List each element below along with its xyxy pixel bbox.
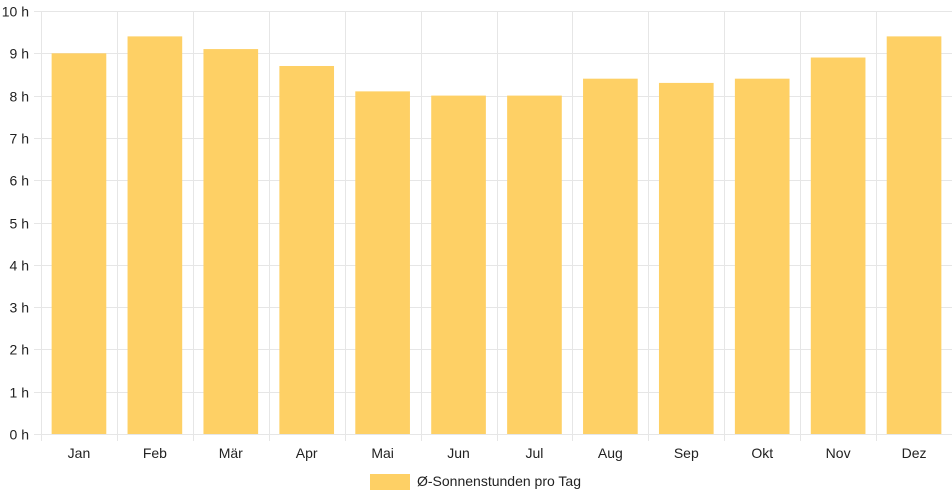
y-tick-label: 9 h [10, 46, 29, 62]
x-tick-label: Jul [526, 445, 544, 461]
bar-dez[interactable] [886, 36, 942, 434]
legend-swatch [370, 474, 410, 490]
y-tick-label: 0 h [10, 427, 29, 443]
legend[interactable]: Ø-Sonnenstunden pro Tag [370, 473, 581, 490]
bar-apr[interactable] [279, 65, 335, 435]
x-tick-label: Feb [143, 445, 167, 461]
x-axis-ticks: Jan Feb Mär Apr Mai Jun Jul Aug Sep Okt Nov Dez [68, 445, 927, 461]
bar-aug[interactable] [583, 78, 638, 435]
y-tick-label: 10 h [2, 4, 29, 20]
y-tick-label: 3 h [10, 300, 29, 316]
x-tick-label: Jan [68, 445, 91, 461]
bar-jul[interactable] [507, 95, 562, 434]
bar-okt[interactable] [734, 78, 790, 435]
y-tick-label: 5 h [10, 216, 29, 232]
bar-sep[interactable] [658, 82, 714, 434]
x-tick-label: Nov [826, 445, 851, 461]
bar-jan[interactable] [51, 53, 107, 435]
bar-jun[interactable] [431, 95, 486, 434]
y-tick-label: 2 h [10, 342, 29, 358]
x-tick-label: Dez [902, 445, 927, 461]
x-tick-label: Jun [447, 445, 470, 461]
bar-mär[interactable] [203, 49, 259, 434]
y-tick-label: 6 h [10, 173, 29, 189]
x-tick-label: Sep [674, 445, 699, 461]
y-tick-label: 4 h [10, 258, 29, 274]
y-tick-label: 1 h [10, 385, 29, 401]
y-tick-label: 8 h [10, 89, 29, 105]
x-tick-label: Mai [371, 445, 394, 461]
grid [34, 11, 952, 441]
y-tick-label: 7 h [10, 131, 29, 147]
legend-label: Ø-Sonnenstunden pro Tag [417, 473, 581, 489]
x-tick-label: Mär [219, 445, 243, 461]
x-tick-label: Okt [751, 445, 773, 461]
x-tick-label: Apr [296, 445, 318, 461]
bar-nov[interactable] [810, 57, 866, 434]
y-axis-ticks: 0 h 1 h 2 h 3 h 4 h 5 h 6 h 7 h 8 h 9 h 10 h [2, 4, 29, 443]
bars [51, 36, 942, 435]
bar-mai[interactable] [355, 91, 410, 435]
bar-feb[interactable] [127, 36, 183, 434]
x-tick-label: Aug [598, 445, 623, 461]
